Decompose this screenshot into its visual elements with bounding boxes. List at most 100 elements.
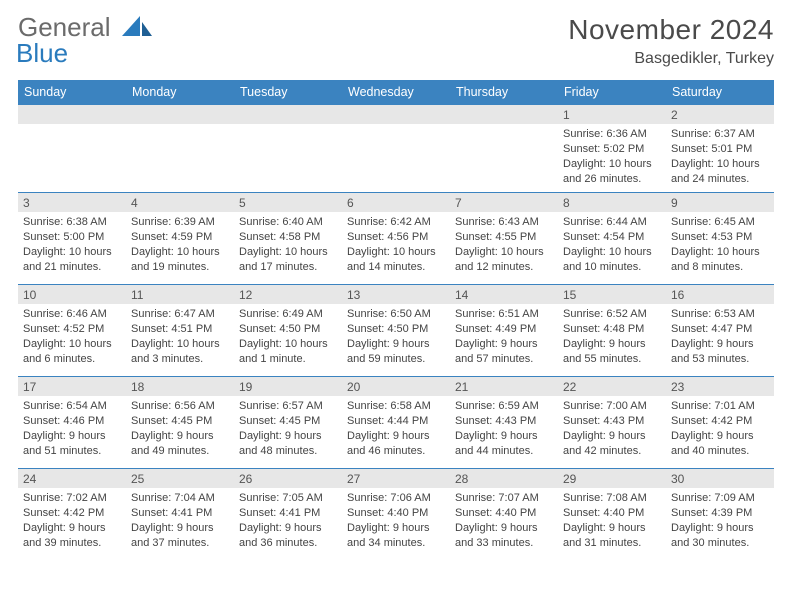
- weekday-header: Thursday: [450, 80, 558, 105]
- calendar-cell: 8Sunrise: 6:44 AMSunset: 4:54 PMDaylight…: [558, 192, 666, 284]
- sunset-text: Sunset: 4:40 PM: [347, 506, 445, 521]
- calendar-week: 1Sunrise: 6:36 AMSunset: 5:02 PMDaylight…: [18, 105, 774, 192]
- calendar-cell: 1Sunrise: 6:36 AMSunset: 5:02 PMDaylight…: [558, 105, 666, 192]
- day-number: 7: [450, 193, 558, 212]
- sunset-text: Sunset: 4:54 PM: [563, 230, 661, 245]
- day-number: 12: [234, 285, 342, 304]
- daylight-text: Daylight: 10 hours and 6 minutes.: [23, 337, 121, 367]
- calendar-cell: 20Sunrise: 6:58 AMSunset: 4:44 PMDayligh…: [342, 376, 450, 468]
- calendar-cell: 21Sunrise: 6:59 AMSunset: 4:43 PMDayligh…: [450, 376, 558, 468]
- sunset-text: Sunset: 5:01 PM: [671, 142, 769, 157]
- daylight-text: Daylight: 9 hours and 57 minutes.: [455, 337, 553, 367]
- sunset-text: Sunset: 5:02 PM: [563, 142, 661, 157]
- sunset-text: Sunset: 4:51 PM: [131, 322, 229, 337]
- daylight-text: Daylight: 9 hours and 46 minutes.: [347, 429, 445, 459]
- daylight-text: Daylight: 10 hours and 24 minutes.: [671, 157, 769, 187]
- day-number: 24: [18, 469, 126, 488]
- sunrise-text: Sunrise: 6:45 AM: [671, 215, 769, 230]
- calendar-cell: 4Sunrise: 6:39 AMSunset: 4:59 PMDaylight…: [126, 192, 234, 284]
- daylight-text: Daylight: 9 hours and 55 minutes.: [563, 337, 661, 367]
- sunset-text: Sunset: 4:50 PM: [239, 322, 337, 337]
- day-number: 27: [342, 469, 450, 488]
- day-number: 6: [342, 193, 450, 212]
- daylight-text: Daylight: 10 hours and 21 minutes.: [23, 245, 121, 275]
- daylight-text: Daylight: 10 hours and 8 minutes.: [671, 245, 769, 275]
- day-number: 15: [558, 285, 666, 304]
- cell-body: Sunrise: 6:50 AMSunset: 4:50 PMDaylight:…: [342, 304, 450, 372]
- daylight-text: Daylight: 9 hours and 31 minutes.: [563, 521, 661, 551]
- daylight-text: Daylight: 10 hours and 17 minutes.: [239, 245, 337, 275]
- cell-body: Sunrise: 6:56 AMSunset: 4:45 PMDaylight:…: [126, 396, 234, 464]
- daylight-text: Daylight: 9 hours and 48 minutes.: [239, 429, 337, 459]
- sunset-text: Sunset: 4:45 PM: [131, 414, 229, 429]
- daylight-text: Daylight: 9 hours and 49 minutes.: [131, 429, 229, 459]
- cell-body: Sunrise: 6:45 AMSunset: 4:53 PMDaylight:…: [666, 212, 774, 280]
- sunset-text: Sunset: 4:48 PM: [563, 322, 661, 337]
- cell-body: Sunrise: 6:43 AMSunset: 4:55 PMDaylight:…: [450, 212, 558, 280]
- calendar-week: 10Sunrise: 6:46 AMSunset: 4:52 PMDayligh…: [18, 284, 774, 376]
- calendar-cell: [342, 105, 450, 192]
- calendar-cell: 12Sunrise: 6:49 AMSunset: 4:50 PMDayligh…: [234, 284, 342, 376]
- cell-body: Sunrise: 6:54 AMSunset: 4:46 PMDaylight:…: [18, 396, 126, 464]
- daylight-text: Daylight: 10 hours and 1 minute.: [239, 337, 337, 367]
- daylight-text: Daylight: 9 hours and 53 minutes.: [671, 337, 769, 367]
- sunrise-text: Sunrise: 6:57 AM: [239, 399, 337, 414]
- day-number: 23: [666, 377, 774, 396]
- sunset-text: Sunset: 4:45 PM: [239, 414, 337, 429]
- sunrise-text: Sunrise: 6:50 AM: [347, 307, 445, 322]
- sunrise-text: Sunrise: 7:02 AM: [23, 491, 121, 506]
- sunset-text: Sunset: 4:40 PM: [563, 506, 661, 521]
- sunrise-text: Sunrise: 6:38 AM: [23, 215, 121, 230]
- daylight-text: Daylight: 9 hours and 36 minutes.: [239, 521, 337, 551]
- day-number: [342, 105, 450, 124]
- day-number: [126, 105, 234, 124]
- calendar-cell: 22Sunrise: 7:00 AMSunset: 4:43 PMDayligh…: [558, 376, 666, 468]
- day-number: 4: [126, 193, 234, 212]
- day-number: 11: [126, 285, 234, 304]
- calendar-cell: 25Sunrise: 7:04 AMSunset: 4:41 PMDayligh…: [126, 468, 234, 560]
- cell-body: Sunrise: 6:59 AMSunset: 4:43 PMDaylight:…: [450, 396, 558, 464]
- month-title: November 2024: [568, 14, 774, 46]
- cell-body: Sunrise: 7:04 AMSunset: 4:41 PMDaylight:…: [126, 488, 234, 556]
- daylight-text: Daylight: 9 hours and 42 minutes.: [563, 429, 661, 459]
- weekday-header: Saturday: [666, 80, 774, 105]
- calendar-grid: Sunday Monday Tuesday Wednesday Thursday…: [18, 80, 774, 560]
- sunrise-text: Sunrise: 6:40 AM: [239, 215, 337, 230]
- daylight-text: Daylight: 9 hours and 44 minutes.: [455, 429, 553, 459]
- cell-body: Sunrise: 6:57 AMSunset: 4:45 PMDaylight:…: [234, 396, 342, 464]
- sunset-text: Sunset: 4:40 PM: [455, 506, 553, 521]
- day-number: 25: [126, 469, 234, 488]
- sunset-text: Sunset: 4:50 PM: [347, 322, 445, 337]
- day-number: 13: [342, 285, 450, 304]
- day-number: 17: [18, 377, 126, 396]
- sunset-text: Sunset: 4:39 PM: [671, 506, 769, 521]
- cell-body: Sunrise: 6:40 AMSunset: 4:58 PMDaylight:…: [234, 212, 342, 280]
- sunset-text: Sunset: 4:47 PM: [671, 322, 769, 337]
- day-number: 29: [558, 469, 666, 488]
- cell-body: Sunrise: 7:08 AMSunset: 4:40 PMDaylight:…: [558, 488, 666, 556]
- sunset-text: Sunset: 4:43 PM: [455, 414, 553, 429]
- day-number: 5: [234, 193, 342, 212]
- day-number: 21: [450, 377, 558, 396]
- brand-word-2: Blue: [16, 38, 68, 68]
- daylight-text: Daylight: 9 hours and 30 minutes.: [671, 521, 769, 551]
- sunrise-text: Sunrise: 6:49 AM: [239, 307, 337, 322]
- calendar-cell: 9Sunrise: 6:45 AMSunset: 4:53 PMDaylight…: [666, 192, 774, 284]
- calendar-week: 17Sunrise: 6:54 AMSunset: 4:46 PMDayligh…: [18, 376, 774, 468]
- sunrise-text: Sunrise: 6:52 AM: [563, 307, 661, 322]
- sunset-text: Sunset: 4:42 PM: [23, 506, 121, 521]
- sunrise-text: Sunrise: 7:04 AM: [131, 491, 229, 506]
- daylight-text: Daylight: 9 hours and 37 minutes.: [131, 521, 229, 551]
- cell-body: Sunrise: 6:49 AMSunset: 4:50 PMDaylight:…: [234, 304, 342, 372]
- day-number: [18, 105, 126, 124]
- sunrise-text: Sunrise: 6:58 AM: [347, 399, 445, 414]
- day-number: 28: [450, 469, 558, 488]
- calendar-cell: 28Sunrise: 7:07 AMSunset: 4:40 PMDayligh…: [450, 468, 558, 560]
- day-number: 16: [666, 285, 774, 304]
- sunrise-text: Sunrise: 6:44 AM: [563, 215, 661, 230]
- sunset-text: Sunset: 4:41 PM: [131, 506, 229, 521]
- weekday-header: Wednesday: [342, 80, 450, 105]
- cell-body: Sunrise: 6:46 AMSunset: 4:52 PMDaylight:…: [18, 304, 126, 372]
- calendar-cell: [18, 105, 126, 192]
- header: General Blue November 2024 Basgedikler, …: [18, 14, 774, 68]
